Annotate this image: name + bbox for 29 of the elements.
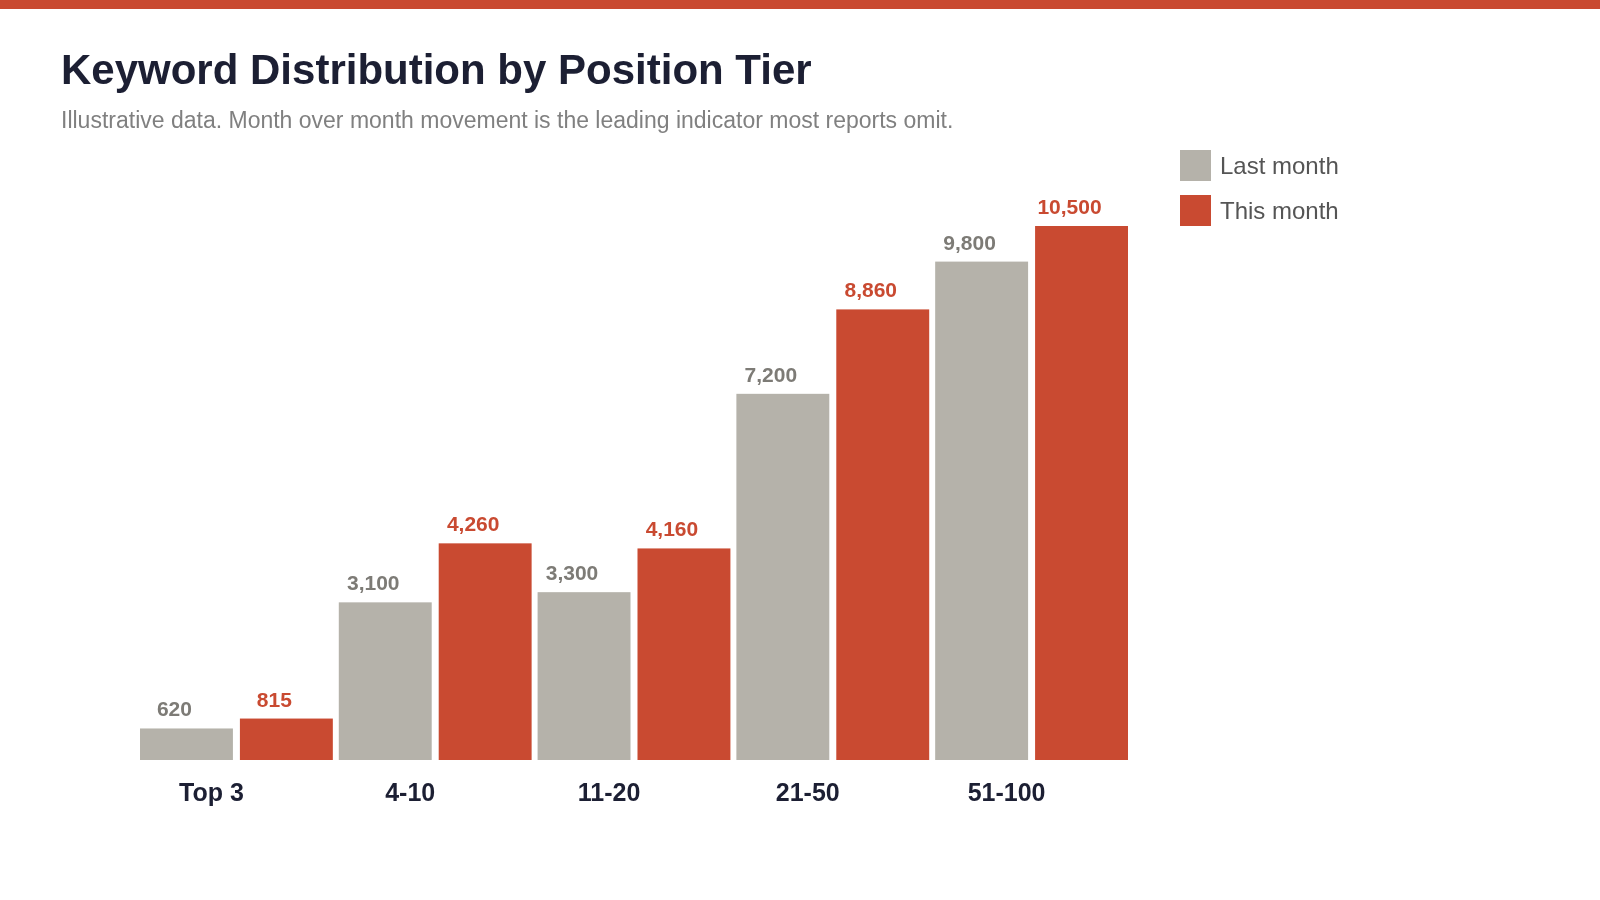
data-label: 3,100 — [346, 571, 400, 595]
bar — [537, 592, 631, 760]
data-label: 4,260 — [446, 512, 500, 536]
bar — [836, 309, 930, 760]
chart-subtitle: Illustrative data. Month over month movement is the leading indicator most reports omit. — [61, 107, 954, 133]
x-tick-label: 4-10 — [385, 778, 436, 806]
data-label: 815 — [256, 687, 293, 711]
x-tick-label: 11-20 — [577, 778, 641, 806]
bar — [338, 602, 432, 760]
bar — [239, 718, 333, 760]
data-label: 3,300 — [545, 561, 599, 585]
bar — [1035, 226, 1128, 760]
legend-label: Last month — [1220, 152, 1339, 179]
data-label: 9,800 — [943, 230, 996, 254]
bar — [935, 261, 1029, 760]
data-label: 7,200 — [744, 362, 798, 386]
chart-title: Keyword Distribution by Position Tier — [61, 46, 812, 93]
data-label: 620 — [156, 697, 192, 721]
x-tick-label: 51-100 — [967, 778, 1046, 806]
bar — [438, 543, 532, 760]
bar — [140, 728, 233, 760]
x-tick-label: 21-50 — [775, 778, 840, 806]
legend-label: This month — [1220, 197, 1339, 224]
data-label: 4,160 — [645, 517, 699, 541]
bar — [736, 393, 830, 760]
data-label: 10,500 — [1037, 195, 1102, 218]
bar — [637, 548, 731, 760]
x-tick-label: Top 3 — [179, 778, 244, 806]
data-label: 8,860 — [844, 278, 898, 302]
